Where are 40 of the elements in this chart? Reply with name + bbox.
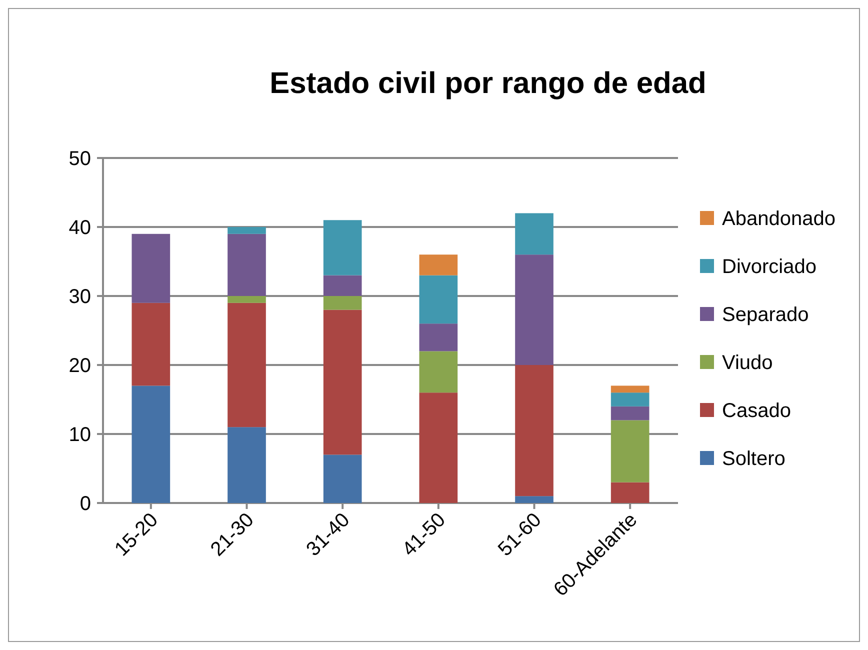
bar (228, 296, 266, 303)
y-tick-label: 40 (68, 217, 91, 239)
bar (228, 427, 266, 503)
bar (419, 324, 458, 352)
legend-label: Separado (722, 304, 809, 326)
bar (419, 351, 458, 393)
bar (228, 302, 266, 428)
bar (132, 302, 170, 386)
bar (515, 213, 554, 255)
bar (419, 254, 458, 276)
legend-label: Abandonado (722, 208, 836, 230)
bar (323, 275, 362, 296)
bar (610, 386, 650, 393)
y-tick-label: 0 (80, 493, 91, 515)
bar (323, 454, 362, 503)
bar (419, 392, 458, 503)
bar (610, 420, 650, 482)
bar (419, 275, 458, 324)
bar (228, 234, 266, 296)
y-tick-label: 50 (68, 148, 91, 170)
bar (610, 482, 650, 503)
bar (323, 220, 362, 276)
y-tick-label: 10 (68, 424, 91, 446)
chart-title: Estado civil por rango de edad (270, 67, 706, 100)
bar (323, 296, 362, 310)
legend-label: Divorciado (722, 256, 816, 278)
bar (515, 365, 554, 496)
bar (323, 310, 362, 455)
bar (228, 227, 266, 234)
legend-label: Viudo (722, 352, 773, 374)
bar (610, 406, 650, 420)
bar (610, 392, 650, 406)
bar (515, 254, 554, 365)
legend-label: Soltero (722, 448, 786, 470)
bar (132, 234, 170, 303)
legend-label: Casado (722, 400, 791, 422)
bar (515, 496, 554, 503)
y-tick-label: 30 (68, 286, 91, 308)
bar (132, 386, 170, 503)
y-tick-label: 20 (68, 355, 91, 377)
